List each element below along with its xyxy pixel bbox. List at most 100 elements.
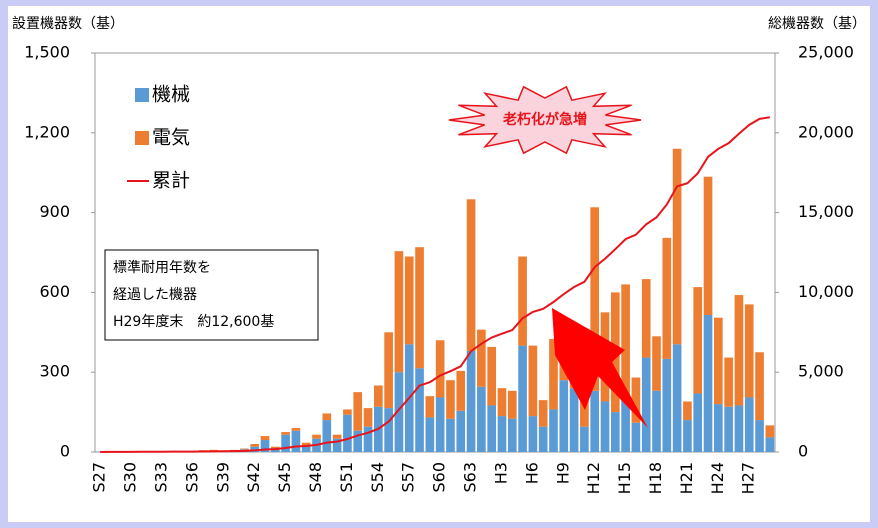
x-tick-group: S54 bbox=[368, 462, 387, 493]
x-tick-label: S45 bbox=[275, 462, 294, 493]
y-tick-label: 900 bbox=[39, 202, 70, 221]
bar-segment bbox=[744, 304, 754, 398]
bar-segment bbox=[404, 256, 414, 345]
x-tick-group: H6 bbox=[522, 462, 541, 484]
x-tick-group: H9 bbox=[553, 462, 572, 484]
bar-segment bbox=[538, 400, 548, 427]
x-tick-label: S33 bbox=[151, 462, 170, 493]
bar-segment bbox=[652, 336, 661, 391]
y-tick-label: 0 bbox=[60, 442, 70, 461]
x-tick-group: H18 bbox=[646, 462, 665, 494]
x-tick-label: H27 bbox=[739, 462, 758, 494]
x-tick-label: S51 bbox=[337, 462, 356, 493]
bar-segment bbox=[569, 388, 579, 452]
bar-segment bbox=[693, 393, 703, 452]
bar-segment bbox=[250, 444, 260, 447]
bar-segment bbox=[549, 338, 558, 410]
bar-segment bbox=[250, 446, 260, 452]
y-tick-label: 1,200 bbox=[24, 122, 70, 141]
x-tick-label: S63 bbox=[461, 462, 480, 493]
bar-segment bbox=[425, 396, 435, 418]
bar-segment bbox=[343, 414, 352, 452]
bar-segment bbox=[291, 428, 301, 431]
bar-segment bbox=[652, 390, 661, 452]
y-tick-label: 300 bbox=[39, 362, 70, 381]
x-tick-label: S57 bbox=[399, 462, 418, 493]
bar-segment bbox=[260, 440, 270, 452]
annotation-burst bbox=[448, 85, 642, 155]
x-tick-group: S63 bbox=[461, 462, 480, 493]
legend-swatch bbox=[135, 88, 149, 102]
x-tick-group: S39 bbox=[213, 462, 232, 493]
bar-segment bbox=[621, 398, 630, 452]
x-tick-group: S30 bbox=[121, 462, 140, 493]
y2-tick-label: 25,000 bbox=[798, 43, 854, 62]
bar-segment bbox=[209, 449, 218, 451]
bar-segment bbox=[724, 406, 733, 452]
bar-segment bbox=[456, 370, 466, 411]
bar-segment bbox=[425, 417, 435, 452]
bar-segment bbox=[487, 405, 496, 452]
bar-segment bbox=[714, 404, 723, 452]
x-tick-label: H18 bbox=[646, 462, 665, 494]
bar-segment bbox=[332, 438, 342, 452]
y2-tick-label: 5,000 bbox=[798, 362, 844, 381]
y2-axis-label: 総機器数（基） bbox=[768, 15, 866, 32]
y-axis-label: 設置機器数（基） bbox=[12, 15, 124, 32]
y-tick-label: 600 bbox=[39, 282, 70, 301]
x-tick-label: S36 bbox=[182, 462, 201, 493]
bar-segment bbox=[734, 295, 744, 406]
x-tick-label: H12 bbox=[584, 462, 603, 494]
bar-segment bbox=[538, 426, 548, 452]
bar-segment bbox=[641, 357, 651, 452]
bar-segment bbox=[734, 405, 744, 452]
y-tick-label: 1,500 bbox=[24, 43, 70, 62]
bar-segment bbox=[394, 372, 404, 452]
x-tick-group: H21 bbox=[677, 462, 696, 494]
bar-segment bbox=[446, 380, 455, 419]
bar-segment bbox=[559, 380, 569, 452]
bar-segment bbox=[353, 392, 363, 431]
x-tick-label: H24 bbox=[708, 462, 727, 494]
x-tick-group: S60 bbox=[430, 462, 449, 493]
x-tick-group: S57 bbox=[399, 462, 418, 493]
bar-segment bbox=[477, 386, 486, 452]
x-tick-label: S42 bbox=[244, 462, 263, 493]
note-text: 経過した機器 bbox=[113, 287, 197, 303]
x-tick-group: H12 bbox=[584, 462, 603, 494]
y2-tick-label: 0 bbox=[798, 442, 808, 461]
bar-segment bbox=[322, 413, 332, 421]
bar-segment bbox=[507, 418, 517, 452]
x-tick-label: S54 bbox=[368, 462, 387, 493]
bar-segment bbox=[477, 329, 486, 387]
x-tick-label: H9 bbox=[553, 462, 572, 484]
x-tick-label: S39 bbox=[213, 462, 232, 493]
x-tick-group: S33 bbox=[151, 462, 170, 493]
x-tick-label: H6 bbox=[522, 462, 541, 484]
bar-segment bbox=[703, 176, 713, 316]
bar-segment bbox=[312, 434, 321, 439]
x-tick-label: S60 bbox=[430, 462, 449, 493]
x-tick-group: H15 bbox=[615, 462, 634, 494]
x-tick-group: S42 bbox=[244, 462, 263, 493]
bar-segment bbox=[549, 409, 558, 452]
x-tick-group: S27 bbox=[90, 462, 109, 493]
plot-frame bbox=[94, 52, 776, 453]
x-tick-group: S51 bbox=[337, 462, 356, 493]
bar-segment bbox=[394, 251, 404, 373]
bar-segment bbox=[322, 420, 332, 452]
bar-segment bbox=[714, 317, 723, 405]
bar-segment bbox=[291, 430, 301, 452]
bar-segment bbox=[281, 432, 290, 435]
bar-segment bbox=[631, 422, 641, 452]
bar-segment bbox=[755, 420, 764, 452]
bar-segment bbox=[363, 408, 373, 427]
bar-segment bbox=[590, 207, 600, 391]
bar-segment bbox=[497, 388, 507, 417]
bar-segment bbox=[590, 390, 600, 452]
bar-segment bbox=[301, 442, 311, 446]
bar-segment bbox=[497, 416, 507, 452]
bar-segment bbox=[446, 418, 455, 452]
bar-segment bbox=[466, 350, 476, 452]
bar-segment bbox=[755, 352, 764, 421]
